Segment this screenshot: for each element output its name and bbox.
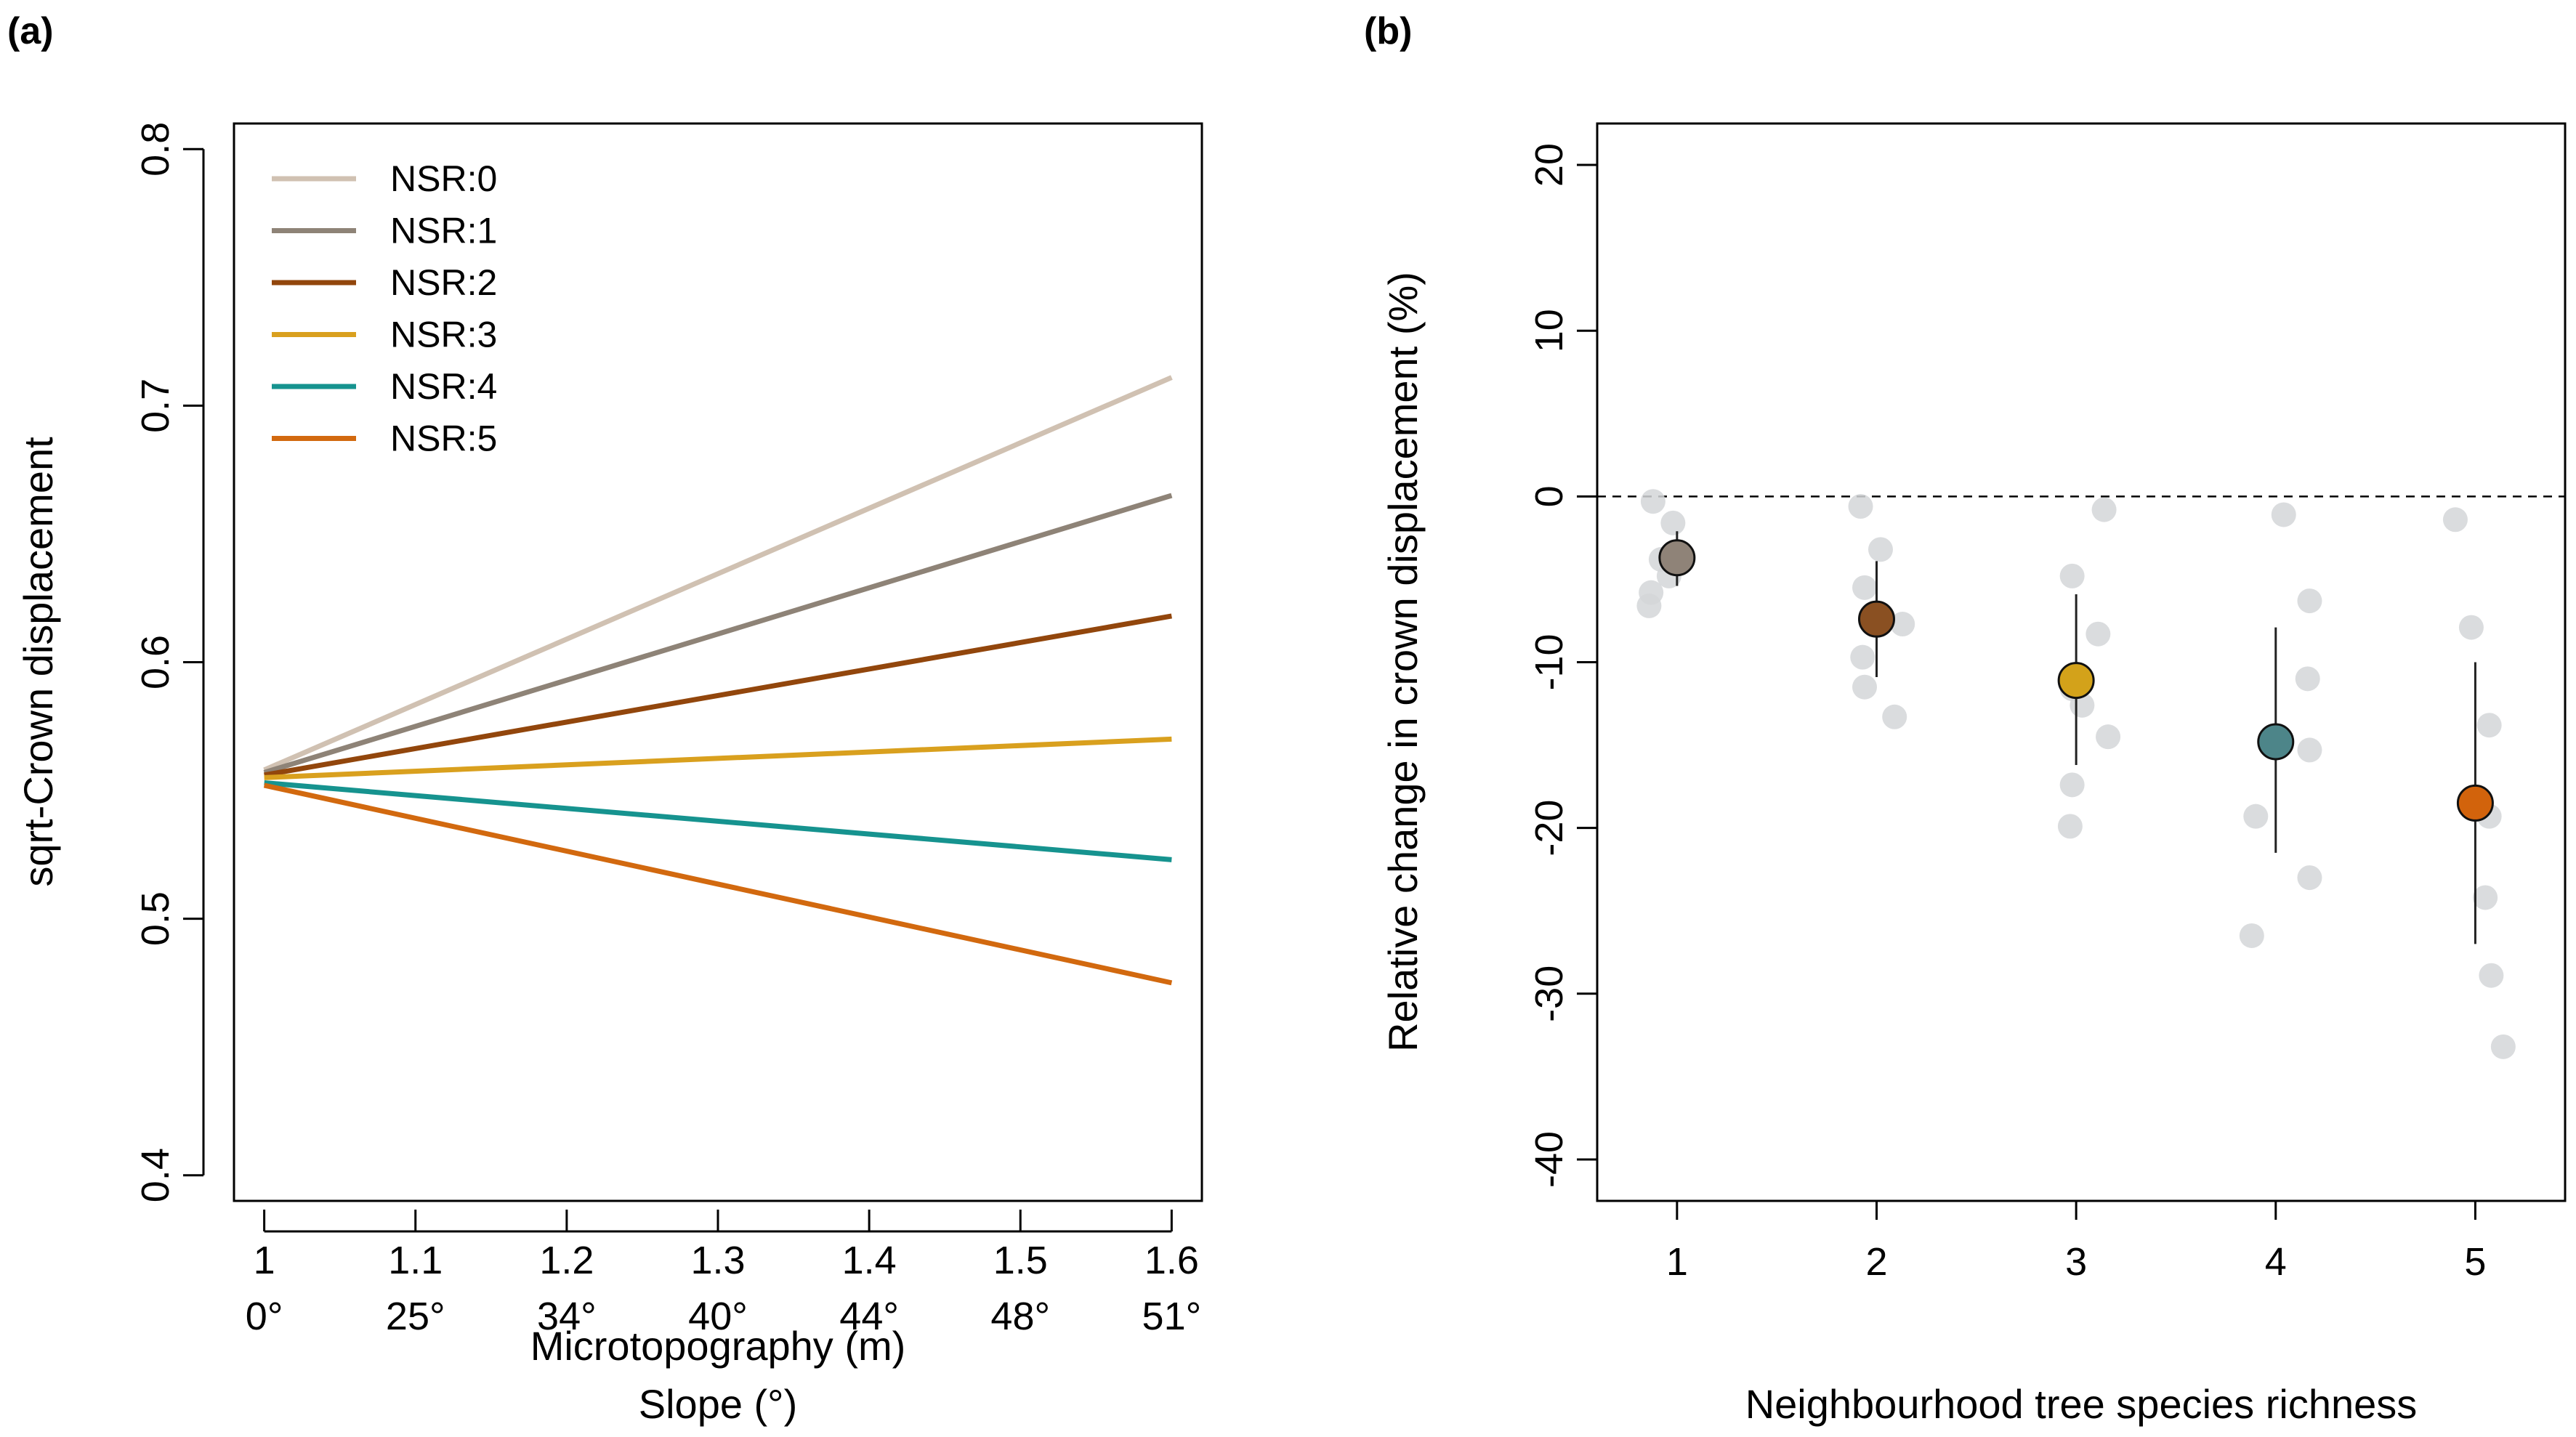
x-tick-label-slope: 25°	[386, 1295, 445, 1338]
x-tick-label-slope: 0°	[246, 1295, 283, 1338]
panel-b-label: (b)	[1364, 10, 1412, 52]
y-tick-label: 10	[1527, 309, 1571, 352]
mean-point	[2057, 662, 2095, 700]
raw-data-point	[2243, 803, 2269, 829]
raw-data-point	[1660, 510, 1686, 535]
raw-data-point	[1636, 593, 1662, 618]
raw-data-point	[2096, 724, 2121, 750]
y-tick-label: 0.8	[134, 122, 177, 177]
legend-label-nsr-3: NSR:3	[390, 315, 497, 355]
x-tick-label: 1.1	[388, 1239, 443, 1282]
series-line-nsr-2	[264, 613, 1172, 778]
raw-data-point	[1882, 704, 1907, 729]
panel-a-plot-box	[233, 122, 1203, 1202]
raw-data-point	[1852, 575, 1878, 600]
y-tick-label: 0.6	[134, 635, 177, 689]
raw-data-point	[2057, 814, 2083, 839]
series-line-nsr-0	[263, 375, 1173, 773]
x-tick-label-slope: 48°	[990, 1295, 1050, 1338]
raw-data-point	[2442, 507, 2468, 533]
panel-a-legend: NSR:0 NSR:1 NSR:2 NSR:3 NSR:4 NSR:5	[272, 158, 497, 459]
x-tick-label: 1.2	[539, 1239, 594, 1282]
panel-a: (a) 1 0° 1.1 25° 1.2 34° 1.3 40° 1.4 44° 1.5 48° 1.6…	[7, 10, 1203, 1427]
raw-data-point	[2473, 885, 2498, 910]
panel-a-x-title-secondary: Slope (°)	[639, 1381, 797, 1427]
panel-b-x-title: Neighbourhood tree species richness	[1745, 1381, 2418, 1427]
x-tick-label: 1.5	[993, 1239, 1048, 1282]
panel-a-y-title: sqrt-Crown displacement	[15, 437, 61, 887]
legend-label-nsr-5: NSR:5	[390, 418, 497, 459]
raw-data-point	[2297, 737, 2322, 763]
raw-data-point	[2490, 1034, 2516, 1059]
y-tick-label: -10	[1527, 634, 1571, 690]
y-tick-label: 0.4	[134, 1148, 177, 1202]
x-tick-label: 3	[2065, 1240, 2087, 1284]
panel-a-x-axis: 1 0° 1.1 25° 1.2 34° 1.3 40° 1.4 44° 1.5 48° 1.6 51°	[246, 1210, 1201, 1338]
raw-data-point	[1890, 612, 1915, 637]
raw-data-point	[2091, 497, 2117, 522]
panel-a-series-lines	[263, 375, 1173, 986]
y-tick-label: -30	[1527, 966, 1571, 1022]
x-tick-label: 1.4	[842, 1239, 897, 1282]
legend-label-nsr-2: NSR:2	[390, 262, 497, 303]
raw-data-point	[1640, 489, 1665, 514]
y-tick-label: 0	[1527, 485, 1571, 507]
mean-point	[2456, 784, 2494, 822]
raw-data-point	[1848, 494, 1873, 519]
legend-label-nsr-0: NSR:0	[390, 158, 497, 199]
x-tick-label: 1	[1666, 1240, 1688, 1284]
x-tick-label: 1.6	[1144, 1239, 1199, 1282]
y-tick-label: 0.5	[134, 891, 177, 946]
raw-data-point	[2086, 621, 2111, 647]
panel-b-confidence-intervals	[1676, 531, 2476, 944]
x-tick-label: 4	[2265, 1240, 2287, 1284]
legend-label-nsr-4: NSR:4	[390, 366, 497, 407]
panel-b-raw-points	[1636, 489, 2516, 1059]
panel-a-x-title: Microtopography (m)	[530, 1323, 906, 1369]
raw-data-point	[2059, 563, 2085, 588]
raw-data-point	[2271, 502, 2296, 527]
mean-point	[2257, 723, 2295, 761]
raw-data-point	[2295, 666, 2320, 692]
x-tick-label-slope: 40°	[688, 1295, 748, 1338]
panel-a-label: (a)	[7, 10, 54, 52]
y-tick-label: -40	[1527, 1131, 1571, 1188]
series-line-nsr-5	[263, 782, 1173, 986]
raw-data-point	[1852, 674, 1878, 700]
y-tick-label: 20	[1527, 143, 1571, 187]
mean-point	[1658, 539, 1696, 577]
raw-data-point	[2297, 865, 2322, 891]
y-tick-label: -20	[1527, 800, 1571, 857]
x-tick-label: 5	[2464, 1240, 2486, 1284]
series-line-nsr-4	[264, 780, 1172, 862]
raw-data-point	[1850, 644, 1876, 670]
raw-data-point	[2059, 772, 2085, 798]
x-tick-label-slope: 51°	[1142, 1295, 1202, 1338]
panel-a-y-axis: 0.4 0.5 0.6 0.7 0.8	[134, 122, 205, 1202]
panel-b-plot-box	[1596, 122, 2567, 1202]
panel-b: (b) 1 2 3 4 5 -40 -30 -20 -10 0 10 20 Neighbourhoo…	[1364, 10, 2567, 1427]
legend-label-nsr-1: NSR:1	[390, 211, 497, 251]
y-tick-label: 0.7	[134, 379, 177, 433]
x-tick-label-slope: 34°	[537, 1295, 597, 1338]
x-tick-label: 1.3	[690, 1239, 745, 1282]
raw-data-point	[2476, 713, 2502, 738]
panel-b-mean-points	[1658, 539, 2494, 822]
series-line-nsr-3	[264, 736, 1172, 780]
raw-data-point	[2239, 923, 2264, 948]
raw-data-point	[2458, 615, 2484, 640]
x-tick-label: 1	[254, 1239, 275, 1282]
raw-data-point	[1868, 537, 1893, 562]
raw-data-point	[2297, 588, 2322, 614]
x-tick-label-slope: 44°	[839, 1295, 899, 1338]
mean-point	[1857, 600, 1895, 638]
series-line-nsr-1	[263, 493, 1173, 775]
panel-b-x-axis: 1 2 3 4 5	[1666, 1201, 2486, 1284]
panel-b-y-title: Relative change in crown displacement (%…	[1380, 272, 1426, 1052]
panel-b-y-axis: -40 -30 -20 -10 0 10 20	[1527, 143, 1597, 1188]
raw-data-point	[2479, 963, 2504, 988]
x-tick-label: 2	[1865, 1240, 1887, 1284]
